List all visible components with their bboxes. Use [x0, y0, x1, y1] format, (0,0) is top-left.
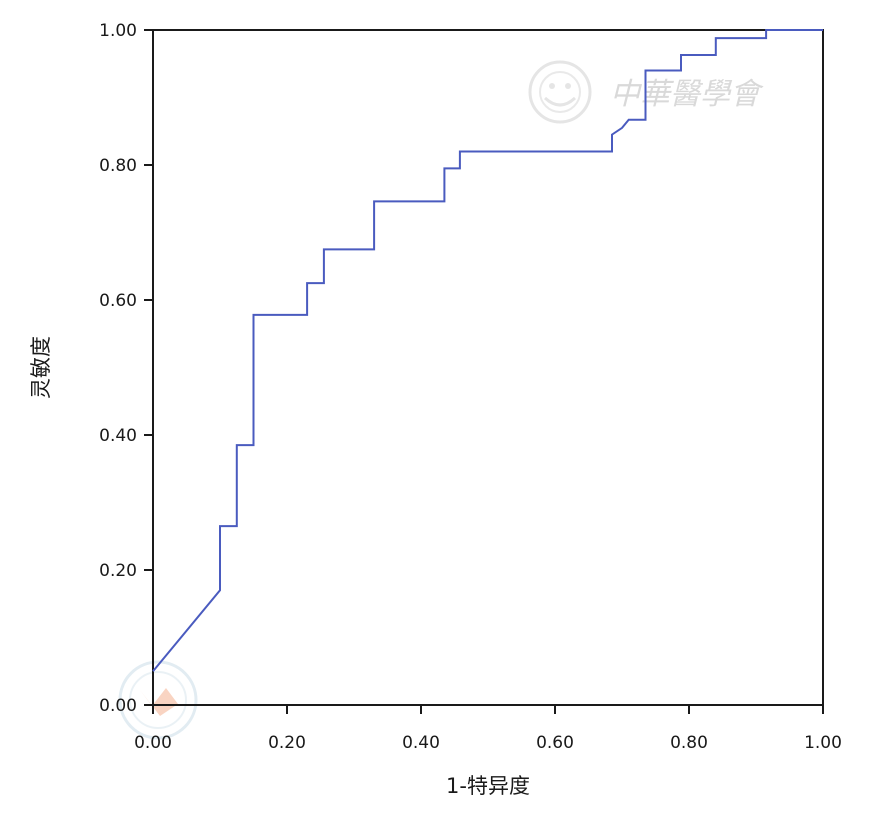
y-tick-label: 0.80 — [99, 156, 137, 176]
roc-curve-line-0 — [152, 29, 823, 672]
x-tick-label: 0.40 — [402, 733, 440, 753]
y-tick-label: 0.40 — [99, 426, 137, 446]
watermark-text: 中華醫學會 — [610, 77, 764, 112]
y-tick-label: 0.00 — [99, 696, 137, 716]
y-tick-label: 1.00 — [99, 21, 137, 41]
x-tick-label: 0.60 — [536, 733, 574, 753]
plot-area — [152, 29, 824, 706]
x-tick-label: 1.00 — [804, 733, 842, 753]
corner-logo-icon — [118, 660, 198, 740]
watermark-seal-icon — [528, 60, 592, 124]
axis-ticks: 0.00 0.20 0.40 0.60 0.80 1.00 0.00 0.20 0.40 0.60… — [99, 21, 842, 753]
y-tick-label: 0.60 — [99, 291, 137, 311]
x-tick-label: 0.00 — [134, 733, 172, 753]
x-tick-label: 0.20 — [268, 733, 306, 753]
y-tick-label: 0.20 — [99, 561, 137, 581]
y-axis-title: 灵敏度 — [29, 336, 53, 399]
plot-frame — [152, 29, 824, 706]
x-axis-title: 1-特异度 — [446, 774, 530, 798]
x-tick-label: 0.80 — [670, 733, 708, 753]
